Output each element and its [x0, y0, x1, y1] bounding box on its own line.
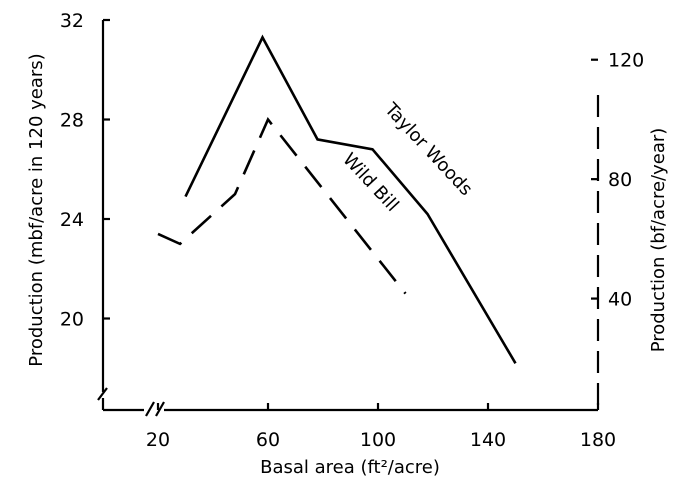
x-ticks: 20 60 100 140 180 — [146, 403, 616, 451]
right-y-tick-label: 120 — [608, 50, 644, 72]
x-axis — [103, 401, 598, 417]
left-y-tick-label: 20 — [60, 309, 84, 331]
series-line-taylor-woods — [184, 34, 517, 364]
right-y-axis-title: Production (bf/acre/year) — [648, 128, 669, 353]
series-label-wild-bill: Wild Bill — [338, 149, 402, 216]
x-tick-label: 180 — [580, 429, 616, 451]
series-line-wild-bill — [157, 117, 407, 295]
x-tick-label: 60 — [256, 429, 280, 451]
left-y-axis-title: Production (mbf/acre in 120 years) — [26, 53, 47, 366]
right-y-tick-label: 80 — [608, 169, 632, 191]
right-y-tick-label: 40 — [608, 289, 632, 311]
left-y-tick-label: 24 — [60, 209, 84, 231]
x-tick-label: 20 — [146, 429, 170, 451]
left-y-tick-label: 32 — [60, 10, 84, 32]
x-tick-label: 100 — [360, 429, 396, 451]
left-y-axis — [97, 20, 108, 410]
left-y-ticks: 20 24 28 32 — [60, 10, 110, 331]
series-label-taylor-woods: Taylor Woods — [380, 98, 477, 200]
left-y-tick-label: 28 — [60, 110, 84, 132]
x-axis-title: Basal area (ft²/acre) — [260, 457, 440, 478]
x-tick-label: 140 — [470, 429, 506, 451]
right-y-ticks: 40 80 120 — [591, 50, 644, 311]
